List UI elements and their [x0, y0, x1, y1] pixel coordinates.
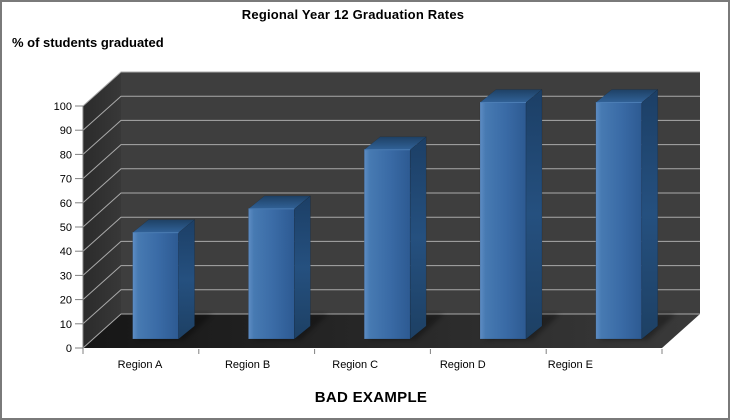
y-tick-label: 20 — [60, 295, 72, 307]
chart-title: Regional Year 12 Graduation Rates — [241, 7, 465, 22]
bar-region-b — [247, 195, 312, 340]
x-axis-label: Region A — [117, 359, 163, 371]
caption-bad-example: BAD EXAMPLE — [314, 389, 428, 406]
x-axis-label: Region B — [224, 359, 271, 371]
y-tick-label: 100 — [54, 101, 72, 113]
bar-region-d — [479, 88, 543, 340]
y-tick-label: 70 — [60, 174, 72, 186]
bar-region-e — [595, 88, 659, 340]
y-axis-title: % of students graduated — [12, 35, 164, 50]
x-axis-label: Region E — [547, 359, 594, 371]
bar-region-a — [131, 219, 196, 340]
y-tick-label: 90 — [60, 125, 72, 137]
y-axis: 0 10 20 30 40 50 60 70 80 90 100 — [54, 101, 663, 355]
y-tick-label: 60 — [60, 198, 72, 210]
x-axis-label: Region C — [332, 359, 379, 371]
y-tick-label: 30 — [60, 270, 72, 282]
y-tick-label: 10 — [60, 319, 72, 331]
y-tick-label: 0 — [66, 343, 72, 355]
y-tick-label: 80 — [60, 149, 72, 161]
bar-region-c — [363, 136, 427, 340]
y-tick-label: 50 — [60, 222, 72, 234]
bars — [131, 88, 659, 340]
x-axis-label: Region D — [439, 359, 486, 371]
y-tick-label: 40 — [60, 246, 72, 258]
